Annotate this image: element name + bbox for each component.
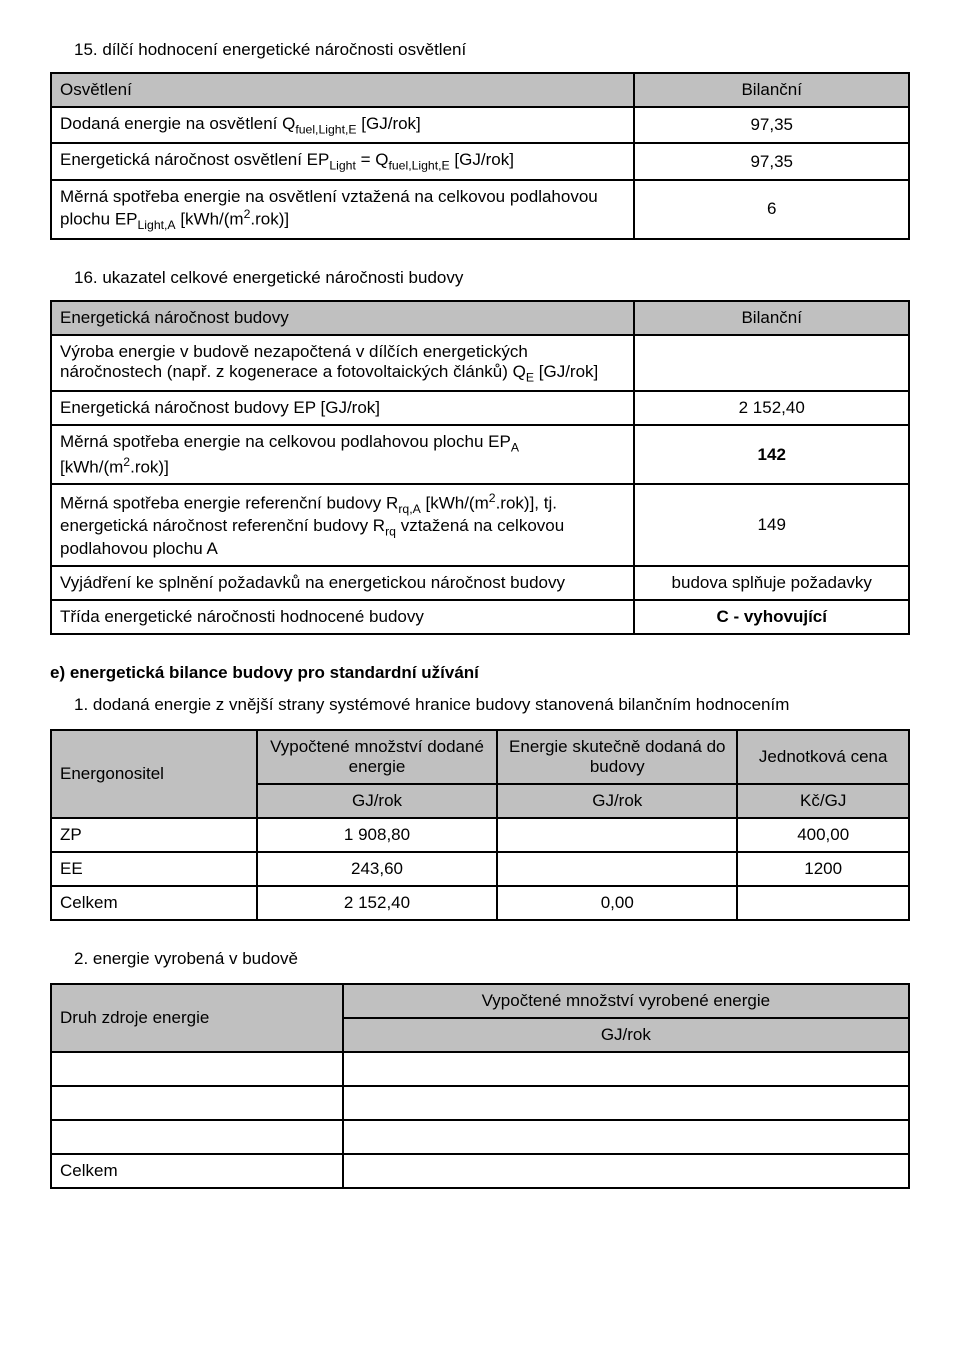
table-row: Energetická náročnost budovyBilanční	[51, 301, 909, 335]
cell: EE	[51, 852, 257, 886]
row-label: Dodaná energie na osvětlení Qfuel,Light,…	[51, 107, 634, 143]
table-row: Měrná spotřeba energie na celkovou podla…	[51, 425, 909, 484]
table-row: Dodaná energie na osvětlení Qfuel,Light,…	[51, 107, 909, 143]
header-produced-qty: Vypočtené množství vyrobené energie	[343, 984, 909, 1018]
row-label: Energetická náročnost osvětlení EPLight …	[51, 143, 634, 179]
table-energy-produced: Druh zdroje energie Vypočtené množství v…	[50, 983, 910, 1189]
section-16-title: 16. ukazatel celkové energetické náročno…	[74, 268, 910, 288]
table-row: Energetická náročnost budovy EP [GJ/rok]…	[51, 391, 909, 425]
unit-gj-2: GJ/rok	[497, 784, 737, 818]
cell: 243,60	[257, 852, 497, 886]
table-row: Třída energetické náročnosti hodnocené b…	[51, 600, 909, 634]
table-row: OsvětleníBilanční	[51, 73, 909, 107]
cell: Celkem	[51, 886, 257, 920]
table-row: Měrná spotřeba energie referenční budovy…	[51, 484, 909, 565]
row-label: Měrná spotřeba energie na celkovou podla…	[51, 425, 634, 484]
total-row: Celkem	[51, 1154, 909, 1188]
unit-gj-1: GJ/rok	[257, 784, 497, 818]
row-value: budova splňuje požadavky	[634, 566, 909, 600]
unit-kc: Kč/GJ	[737, 784, 909, 818]
table-row: Celkem2 152,400,00	[51, 886, 909, 920]
row-label: Výroba energie v budově nezapočtená v dí…	[51, 335, 634, 391]
table-row: Energetická náročnost osvětlení EPLight …	[51, 143, 909, 179]
row-label: Měrná spotřeba energie referenční budovy…	[51, 484, 634, 565]
row-value: 97,35	[634, 107, 909, 143]
row-label: Měrná spotřeba energie na osvětlení vzta…	[51, 180, 634, 239]
row-value: 97,35	[634, 143, 909, 179]
row-value: C - vyhovující	[634, 600, 909, 634]
table-row: Vyjádření ke splnění požadavků na energe…	[51, 566, 909, 600]
row-label: Osvětlení	[51, 73, 634, 107]
header-source: Druh zdroje energie	[51, 984, 343, 1052]
unit-gj-produced: GJ/rok	[343, 1018, 909, 1052]
section-e-heading: e) energetická bilance budovy pro standa…	[50, 663, 910, 683]
header-qty: Vypočtené množství dodané energie	[257, 730, 497, 784]
cell: 1 908,80	[257, 818, 497, 852]
total-label: Celkem	[51, 1154, 343, 1188]
header-price: Jednotková cena	[737, 730, 909, 784]
cell: ZP	[51, 818, 257, 852]
section-e-item-2: 2. energie vyrobená v budově	[74, 949, 910, 969]
table-section-16: Energetická náročnost budovyBilančníVýro…	[50, 300, 910, 635]
table-row: EE243,60 1200	[51, 852, 909, 886]
row-value: 149	[634, 484, 909, 565]
row-value: Bilanční	[634, 73, 909, 107]
row-label: Třída energetické náročnosti hodnocené b…	[51, 600, 634, 634]
row-value	[634, 335, 909, 391]
row-value: 142	[634, 425, 909, 484]
cell: 0,00	[497, 886, 737, 920]
cell	[497, 818, 737, 852]
section-e-item-1: 1. dodaná energie z vnější strany systém…	[74, 695, 910, 715]
row-value: Bilanční	[634, 301, 909, 335]
row-label: Energetická náročnost budovy	[51, 301, 634, 335]
cell	[497, 852, 737, 886]
section-15-title: 15. dílčí hodnocení energetické náročnos…	[74, 40, 910, 60]
table-row: ZP1 908,80 400,00	[51, 818, 909, 852]
cell: 1200	[737, 852, 909, 886]
cell: 2 152,40	[257, 886, 497, 920]
row-value: 2 152,40	[634, 391, 909, 425]
row-value: 6	[634, 180, 909, 239]
row-label: Energetická náročnost budovy EP [GJ/rok]	[51, 391, 634, 425]
table-section-15: OsvětleníBilančníDodaná energie na osvět…	[50, 72, 910, 240]
header-energonositel: Energonositel	[51, 730, 257, 818]
table-row	[51, 1120, 909, 1154]
row-label: Vyjádření ke splnění požadavků na energe…	[51, 566, 634, 600]
table-row: Měrná spotřeba energie na osvětlení vzta…	[51, 180, 909, 239]
table-row	[51, 1086, 909, 1120]
table-energy-balance: Energonositel Vypočtené množství dodané …	[50, 729, 910, 921]
header-real: Energie skutečně dodaná do budovy	[497, 730, 737, 784]
table-row	[51, 1052, 909, 1086]
cell: 400,00	[737, 818, 909, 852]
cell	[737, 886, 909, 920]
table-row: Výroba energie v budově nezapočtená v dí…	[51, 335, 909, 391]
